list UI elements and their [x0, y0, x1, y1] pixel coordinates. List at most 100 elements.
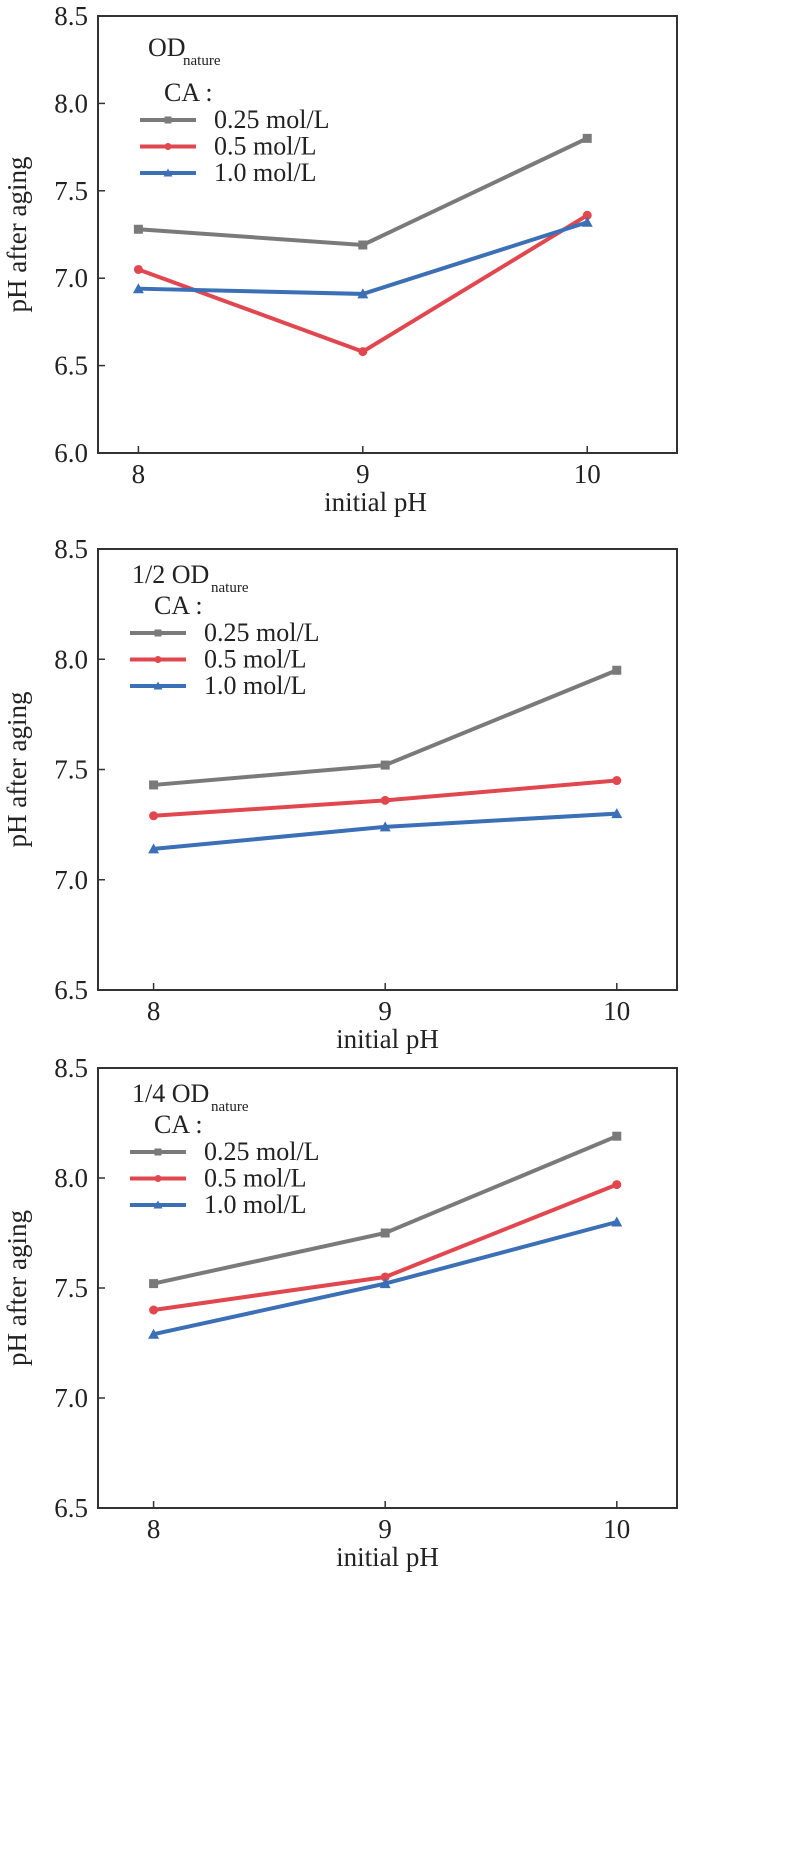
- legend-entry: 1.0 mol/L: [140, 158, 317, 187]
- series-1-0-mol-l: [132, 216, 593, 299]
- panel-title-subscript: nature: [183, 53, 221, 69]
- legend-entry: 0.5 mol/L: [140, 132, 317, 161]
- x-tick-label: 10: [603, 996, 630, 1026]
- y-tick-label: 6.5: [54, 1493, 88, 1523]
- data-point-square: [154, 1148, 162, 1156]
- legend-label: 0.25 mol/L: [214, 105, 330, 134]
- legend-label: 1.0 mol/L: [204, 671, 307, 700]
- legend-title: CA :: [164, 78, 213, 107]
- data-point-triangle: [148, 1328, 160, 1339]
- y-tick-label: 7.5: [54, 755, 88, 785]
- chart-panel-3: 6.5 7.0 7.5 8.0 8.5 8 9 10 initial pH pH after ag…: [2, 1053, 678, 1572]
- data-point-square: [164, 116, 172, 124]
- y-axis-label: pH after aging: [2, 692, 32, 848]
- data-point-circle: [133, 264, 143, 274]
- legend-label: 1.0 mol/L: [204, 1190, 307, 1219]
- x-tick-label: 9: [356, 459, 370, 489]
- legend-entry: 1.0 mol/L: [130, 671, 307, 700]
- y-tick-label: 7.5: [54, 176, 88, 206]
- data-point-square: [149, 1279, 159, 1289]
- data-point-circle: [154, 1175, 162, 1182]
- y-axis-label: pH after aging: [2, 157, 32, 313]
- x-tick-label: 10: [603, 1514, 630, 1544]
- data-point-square: [133, 224, 143, 234]
- y-tick-label: 8.5: [54, 534, 88, 564]
- panel-title-subscript: nature: [211, 1099, 249, 1115]
- chart-panel-2: 6.5 7.0 7.5 8.0 8.5 8 9 10 initial pH pH after ag…: [2, 534, 678, 1054]
- series-0-5-mol-l: [133, 210, 592, 357]
- legend: 1/4 OD nature CA :0.25 mol/L0.5 mol/L1.0 m…: [130, 1079, 320, 1219]
- data-point-triangle: [611, 808, 623, 819]
- x-tick-label: 9: [378, 1514, 392, 1544]
- y-tick-label: 8.5: [54, 1, 88, 31]
- series-1-0-mol-l: [148, 1216, 623, 1339]
- data-point-circle: [612, 1180, 622, 1190]
- data-point-triangle: [132, 283, 144, 294]
- legend: 1/2 OD nature CA :0.25 mol/L0.5 mol/L1.0 m…: [130, 560, 320, 700]
- plot-frame: [97, 15, 678, 454]
- series-0-5-mol-l: [149, 1180, 622, 1315]
- data-point-circle: [380, 1272, 390, 1282]
- y-axis-label: pH after aging: [2, 1210, 32, 1366]
- x-axis-label: initial pH: [336, 1024, 439, 1054]
- legend-title: CA :: [154, 591, 203, 620]
- panel-title: 1/4 OD: [132, 1079, 209, 1108]
- data-point-square: [358, 240, 368, 250]
- legend-label: 1.0 mol/L: [214, 158, 317, 187]
- data-point-square: [380, 1228, 390, 1238]
- panel-title-subscript: nature: [211, 580, 249, 596]
- y-tick-label: 6.5: [54, 975, 88, 1005]
- data-point-square: [149, 780, 159, 790]
- y-tick-label: 6.5: [54, 351, 88, 381]
- data-point-circle: [612, 776, 622, 786]
- data-point-triangle: [611, 1216, 623, 1227]
- legend-label: 0.5 mol/L: [204, 1164, 307, 1193]
- data-point-circle: [358, 347, 368, 357]
- y-tick-label: 8.0: [54, 644, 88, 674]
- legend-entry: 0.25 mol/L: [140, 105, 330, 134]
- chart-panel-1: 6.0 6.5 7.0 7.5 8.0 8.5 8 9 10 initial pH pH after…: [2, 1, 678, 517]
- x-tick-label: 10: [574, 459, 601, 489]
- data-point-circle: [149, 811, 159, 821]
- series-line: [138, 136, 589, 248]
- x-axis-label: initial pH: [336, 1542, 439, 1572]
- data-point-triangle: [379, 1278, 391, 1289]
- y-tick-label: 6.0: [54, 438, 88, 468]
- series-0-25-mol-l: [149, 665, 622, 790]
- y-tick-label: 7.5: [54, 1273, 88, 1303]
- data-point-triangle: [163, 168, 173, 177]
- legend-entry: 0.25 mol/L: [130, 618, 320, 647]
- panel-title: 1/2 OD: [132, 560, 209, 589]
- data-point-circle: [582, 210, 592, 220]
- data-point-triangle: [153, 1200, 163, 1209]
- data-point-square: [582, 133, 592, 143]
- data-point-triangle: [581, 216, 593, 227]
- legend-label: 0.5 mol/L: [214, 132, 317, 161]
- legend-entry: 0.5 mol/L: [130, 1164, 307, 1193]
- panel-title: OD: [148, 33, 186, 62]
- x-tick-label: 8: [147, 1514, 161, 1544]
- x-tick-label: 8: [132, 459, 146, 489]
- x-tick-label: 9: [378, 996, 392, 1026]
- data-point-circle: [154, 656, 162, 663]
- data-point-triangle: [357, 288, 369, 299]
- x-axis-label: initial pH: [324, 487, 427, 517]
- data-point-square: [612, 1131, 622, 1141]
- series-0-5-mol-l: [149, 776, 622, 821]
- legend-title: CA :: [154, 1110, 203, 1139]
- data-point-circle: [164, 143, 172, 150]
- series-0-25-mol-l: [133, 133, 592, 250]
- y-tick-label: 8.5: [54, 1053, 88, 1083]
- legend-entry: 0.5 mol/L: [130, 645, 307, 674]
- data-point-square: [612, 665, 622, 675]
- legend-label: 0.25 mol/L: [204, 1137, 320, 1166]
- y-tick-label: 7.0: [54, 1383, 88, 1413]
- data-point-square: [380, 760, 390, 770]
- data-point-square: [154, 629, 162, 637]
- y-tick-label: 8.0: [54, 88, 88, 118]
- legend-label: 0.25 mol/L: [204, 618, 320, 647]
- y-tick-label: 7.0: [54, 865, 88, 895]
- data-point-triangle: [379, 821, 391, 832]
